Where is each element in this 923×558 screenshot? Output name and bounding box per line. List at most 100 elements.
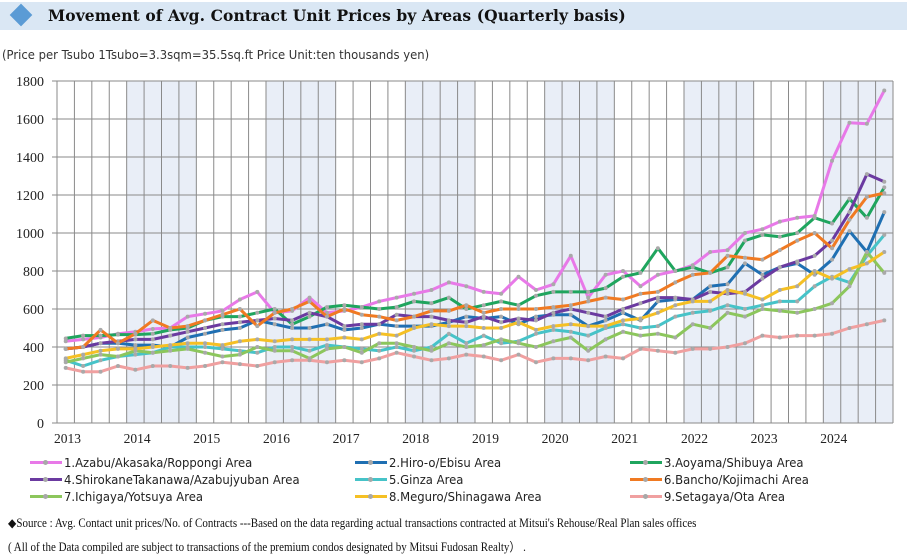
data-point <box>81 364 86 368</box>
legend-swatch <box>355 493 387 499</box>
data-point <box>673 295 678 300</box>
data-point <box>812 284 817 289</box>
data-point <box>342 345 347 349</box>
data-point <box>150 350 155 355</box>
data-point <box>81 356 86 361</box>
data-point <box>812 307 817 311</box>
series-line <box>65 250 886 364</box>
data-point <box>847 217 852 222</box>
x-tick-label: 2022 <box>681 431 708 446</box>
data-point <box>568 289 573 294</box>
data-point <box>725 310 730 315</box>
data-point <box>63 356 68 361</box>
data-point <box>760 232 765 237</box>
data-point <box>603 314 608 319</box>
data-point <box>864 172 869 177</box>
data-point <box>655 348 660 353</box>
data-point <box>290 348 295 353</box>
data-point <box>290 358 295 363</box>
data-point <box>812 269 817 273</box>
data-point <box>725 303 730 308</box>
legend-label: 3.Aoyama/Shibuya Area <box>664 454 804 470</box>
data-point <box>446 308 451 313</box>
data-point <box>359 350 364 355</box>
data-point <box>255 318 260 323</box>
legend-item: 7.Ichigaya/Yotsuya Area <box>30 488 214 504</box>
data-point <box>272 339 277 344</box>
data-point <box>516 274 521 279</box>
data-point <box>203 318 208 323</box>
x-tick-label: 2015 <box>193 431 220 446</box>
data-point <box>220 308 225 313</box>
data-point <box>429 322 434 327</box>
data-point <box>168 348 173 353</box>
data-point <box>760 297 765 302</box>
data-point <box>655 295 660 300</box>
data-point <box>690 299 695 304</box>
legend-swatch <box>30 493 62 499</box>
data-point <box>586 299 591 304</box>
data-point <box>290 326 295 330</box>
data-point <box>812 253 817 258</box>
legend-swatch <box>30 476 62 482</box>
x-tick-label: 2020 <box>542 431 569 446</box>
data-point <box>307 337 312 342</box>
data-point <box>446 324 451 329</box>
data-point <box>272 316 277 321</box>
data-point <box>603 286 608 291</box>
data-point <box>429 301 434 306</box>
data-point <box>185 329 190 334</box>
data-point <box>551 327 556 332</box>
data-point <box>603 272 608 277</box>
data-point <box>777 248 782 253</box>
data-point <box>655 272 660 277</box>
legend-swatch <box>355 459 387 465</box>
data-point <box>377 307 382 311</box>
data-point <box>708 250 713 254</box>
data-point <box>81 352 86 357</box>
data-point <box>830 158 835 163</box>
data-point <box>673 350 678 355</box>
data-point <box>760 333 765 338</box>
legend-item: 6.Bancho/Kojimachi Area <box>630 471 820 487</box>
y-tick-label: 1800 <box>16 75 44 90</box>
data-point <box>499 299 504 304</box>
data-point <box>446 318 451 323</box>
data-point <box>690 322 695 327</box>
data-point <box>864 250 869 254</box>
data-point <box>760 276 765 281</box>
legend-label: 7.Ichigaya/Yotsuya Area <box>64 488 204 504</box>
y-tick-label: 1600 <box>16 113 44 128</box>
data-point <box>533 293 538 298</box>
data-point <box>690 265 695 270</box>
data-point <box>777 219 782 224</box>
data-point <box>220 354 225 359</box>
data-point <box>429 288 434 292</box>
data-point <box>638 301 643 306</box>
data-point <box>533 314 538 319</box>
series-line <box>65 250 886 360</box>
data-point <box>63 336 68 341</box>
data-point <box>533 318 538 323</box>
data-point <box>255 364 260 368</box>
data-point <box>568 356 573 361</box>
data-point <box>568 322 573 327</box>
y-tick-label: 400 <box>23 341 44 356</box>
data-point <box>237 352 242 357</box>
data-point <box>63 360 68 365</box>
series-line <box>65 89 886 343</box>
data-point <box>847 284 852 289</box>
data-point <box>377 356 382 361</box>
data-point <box>446 341 451 346</box>
data-point <box>168 364 173 368</box>
data-point <box>412 291 417 296</box>
data-point <box>673 314 678 319</box>
data-point <box>621 274 626 279</box>
data-point <box>98 358 103 363</box>
data-point <box>429 314 434 319</box>
data-point <box>760 307 765 311</box>
legend-label: 9.Setagaya/Ota Area <box>664 488 786 504</box>
data-point <box>307 348 312 353</box>
data-point <box>812 215 817 220</box>
data-point <box>742 291 747 296</box>
